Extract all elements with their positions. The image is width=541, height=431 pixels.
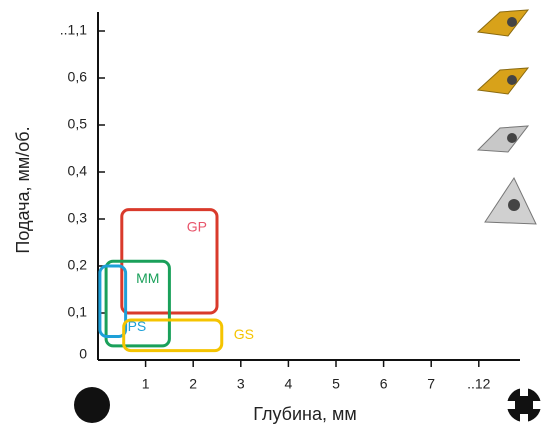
insert-icon (478, 10, 528, 36)
chart: Подача, мм/об. Глубина, мм 1 2 3 4 5 6 7 ..12 0 0… (0, 0, 541, 431)
x-tick-label: 5 (332, 376, 340, 392)
x-axis-label: Глубина, мм (253, 404, 357, 424)
cross-icon (507, 388, 541, 422)
y-tick-label: 0,4 (68, 163, 88, 179)
y-tick-label: 0 (79, 346, 87, 362)
insert-icon (478, 126, 528, 152)
x-tick-label: ..12 (467, 376, 491, 392)
insert-icon (478, 68, 528, 94)
x-tick-label: 6 (380, 376, 388, 392)
x-tick-label: 7 (427, 376, 435, 392)
insert-icon (485, 178, 536, 224)
y-tick-label: ..1,1 (60, 22, 87, 38)
legend-label: GP (187, 218, 207, 234)
y-tick-label: 0,6 (68, 69, 88, 85)
legend-label: MM (136, 270, 159, 286)
x-tick-label: 3 (237, 376, 245, 392)
x-tick-label: 2 (189, 376, 197, 392)
x-tick-label: 4 (285, 376, 293, 392)
y-tick-label: 0,5 (68, 116, 88, 132)
round-icon (74, 387, 110, 423)
y-tick-label: 0,2 (68, 257, 88, 273)
legend-label: GS (234, 326, 254, 342)
y-tick-label: 0,3 (68, 210, 88, 226)
y-axis-label: Подача, мм/об. (13, 126, 33, 253)
x-tick-label: 1 (142, 376, 150, 392)
y-tick-label: 0,1 (68, 304, 88, 320)
